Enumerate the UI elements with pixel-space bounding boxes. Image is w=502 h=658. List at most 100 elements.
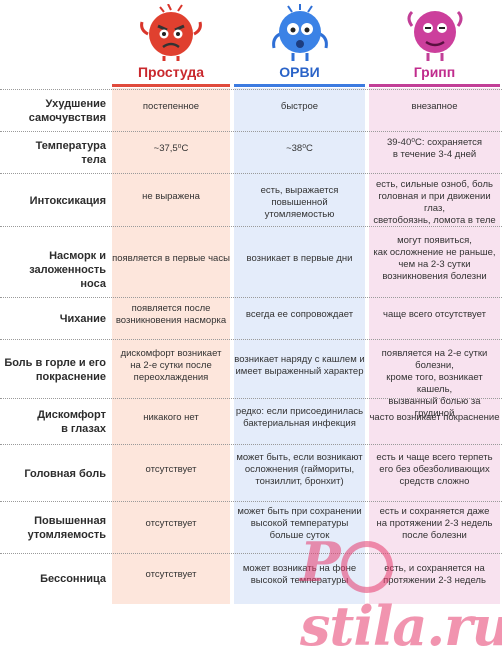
cell-line: высокой температуры: [250, 518, 349, 529]
pink-virus-mascot-icon: [407, 10, 463, 61]
table-row: Головная боль отсутствует может быть, если…: [0, 445, 502, 502]
cell-line: на 2-е сутки после: [130, 359, 212, 371]
orvi-column-background: [234, 88, 365, 604]
worried-blue-virus-mascot-icon: [272, 4, 328, 61]
cell-line: чаще всего отсутствует: [383, 309, 486, 320]
cell-flu: чаще всего отсутствует: [369, 309, 500, 321]
header-underline-orvi: [234, 84, 365, 87]
header-flu: Грипп: [413, 64, 456, 80]
row-label: Интоксикация: [4, 194, 106, 208]
cell-line: может возникать на фоне: [242, 563, 357, 574]
cell-cold: отсутствует: [112, 464, 230, 476]
row-label: Боль в горле и его покраснение: [4, 356, 106, 384]
table-row: Боль в горле и его покраснение дискомфорт …: [0, 340, 502, 419]
row-label: Бессонница: [4, 572, 106, 586]
cell-line: постепенное: [142, 101, 200, 112]
cell-flu: есть, сильные озноб, боль головная и при …: [369, 179, 500, 227]
cell-line: светобоязнь, ломота в теле: [373, 214, 496, 226]
cell-line: может быть при сохранении: [237, 506, 362, 517]
cell-line: часто возникает покраснение: [369, 412, 500, 423]
cell-line: как осложнение не раньше,: [373, 246, 496, 258]
cell-line: возникновения болезни: [382, 270, 487, 282]
cell-line: осложнения (гаймориты,: [244, 463, 355, 475]
cell-flu: есть и сохраняется даже на протяжении 2-3…: [369, 506, 500, 542]
cell-line: внезапное: [411, 101, 458, 112]
cell-line: на протяжении 2-3 недель: [376, 518, 493, 529]
cell-line: чем на 2-3 сутки: [398, 258, 471, 270]
table-row: Насморк и заложенность носа появляется в п…: [0, 227, 502, 298]
row-label: Повышенная утомляемость: [4, 514, 106, 542]
row-label: Чихание: [4, 312, 106, 326]
header-underline-cold: [112, 84, 230, 87]
cell-line: имеет выраженный характер: [235, 365, 364, 377]
flu-column-background: [369, 88, 500, 604]
cell-line: в течение 3-4 дней: [392, 149, 477, 160]
cell-cold: никакого нет: [112, 412, 230, 424]
cell-line: тонзиллит, бронхит): [255, 475, 344, 487]
row-separator: [0, 553, 502, 554]
cell-flu: часто возникает покраснение: [369, 412, 500, 424]
cell-cold: постепенное: [112, 101, 230, 113]
row-label-line: Бессонница: [40, 573, 106, 585]
cell-line: головная и при движении глаз,: [378, 190, 491, 214]
cell-line: ~38⁰С: [286, 143, 313, 154]
cell-line: могут появиться,: [397, 234, 472, 246]
cell-line: никакого нет: [143, 412, 199, 423]
row-separator: [0, 398, 502, 399]
row-label: Ухудшение самочувствия: [4, 97, 106, 125]
cell-line: возникновения насморка: [115, 315, 227, 326]
row-label-line: самочувствия: [28, 112, 106, 124]
cell-cold: отсутствует: [112, 518, 230, 530]
cell-line: отсутствует: [145, 518, 197, 529]
cell-cold: не выражена: [112, 191, 230, 203]
row-label: Температура тела: [4, 139, 106, 167]
cell-orvi: редко: если присоединилась бактериальная …: [234, 406, 365, 430]
row-separator: [0, 131, 502, 132]
cell-line: бактериальная инфекция: [243, 418, 356, 429]
cell-line: есть и чаще всего терпеть: [376, 451, 493, 463]
table-row: Интоксикация не выражена есть, выражается …: [0, 174, 502, 227]
table-row: Бессонница отсутствует может возникать на …: [0, 554, 502, 604]
cell-flu: есть, и сохраняется на протяжении 2-3 нед…: [369, 563, 500, 587]
header-underline-flu: [369, 84, 500, 87]
cell-orvi: может быть, если возникают осложнения (га…: [234, 452, 365, 488]
cell-line: есть, выражается повышенной: [260, 184, 339, 208]
row-separator: [0, 226, 502, 227]
cell-flu: есть и чаще всего терпеть его без обезбол…: [369, 452, 500, 488]
cell-orvi: возникает наряду с кашлем и имеет выражен…: [234, 354, 365, 378]
row-label-line: утомляемость: [27, 529, 106, 541]
cell-line: дискомфорт возникает: [120, 347, 222, 359]
row-label-line: Чихание: [59, 313, 106, 325]
table-row: Температура тела ~37,5⁰С ~38⁰С 39-40⁰С: сохр…: [0, 132, 502, 174]
cell-line: возникает в первые дни: [246, 252, 353, 264]
header-cold: Простуда: [137, 64, 205, 80]
table-row: Дискомфорт в глазах никакого нет редко: есл…: [0, 399, 502, 445]
cell-line: отсутствует: [145, 569, 197, 580]
row-separator: [0, 297, 502, 298]
cell-orvi: быстрое: [234, 101, 365, 113]
cell-cold: ~37,5⁰С: [112, 143, 230, 155]
cell-flu: внезапное: [369, 101, 500, 113]
cell-cold: появляется после возникновения насморка: [112, 303, 230, 327]
table-row: Повышенная утомляемость отсутствует может б…: [0, 502, 502, 554]
row-label-line: покраснение: [35, 370, 106, 383]
cell-cold: появляется в первые часы: [112, 253, 230, 265]
row-label-line: заложенность носа: [29, 263, 106, 290]
cell-line: быстрое: [280, 101, 319, 112]
cell-orvi: может возникать на фоне высокой температу…: [234, 563, 365, 587]
row-separator: [0, 501, 502, 502]
table-row: Чихание появляется после возникновения нас…: [0, 298, 502, 340]
row-label-line: Головная боль: [24, 467, 106, 480]
cell-line: средств сложно: [399, 475, 470, 487]
cell-line: больше суток: [269, 530, 330, 541]
cell-orvi: может быть при сохранении высокой темпера…: [234, 506, 365, 542]
cell-orvi: возникает в первые дни: [234, 253, 365, 265]
row-label-line: Боль в горле и его: [4, 356, 106, 369]
cell-line: отсутствует: [145, 463, 197, 475]
cell-line: высокой температуры: [250, 575, 349, 586]
cell-cold: отсутствует: [112, 569, 230, 581]
row-label-line: Температура: [35, 140, 106, 152]
cell-line: утомляемостью: [264, 208, 335, 220]
header-orvi: ОРВИ: [279, 64, 320, 80]
cell-line: переохлаждения: [133, 371, 209, 383]
